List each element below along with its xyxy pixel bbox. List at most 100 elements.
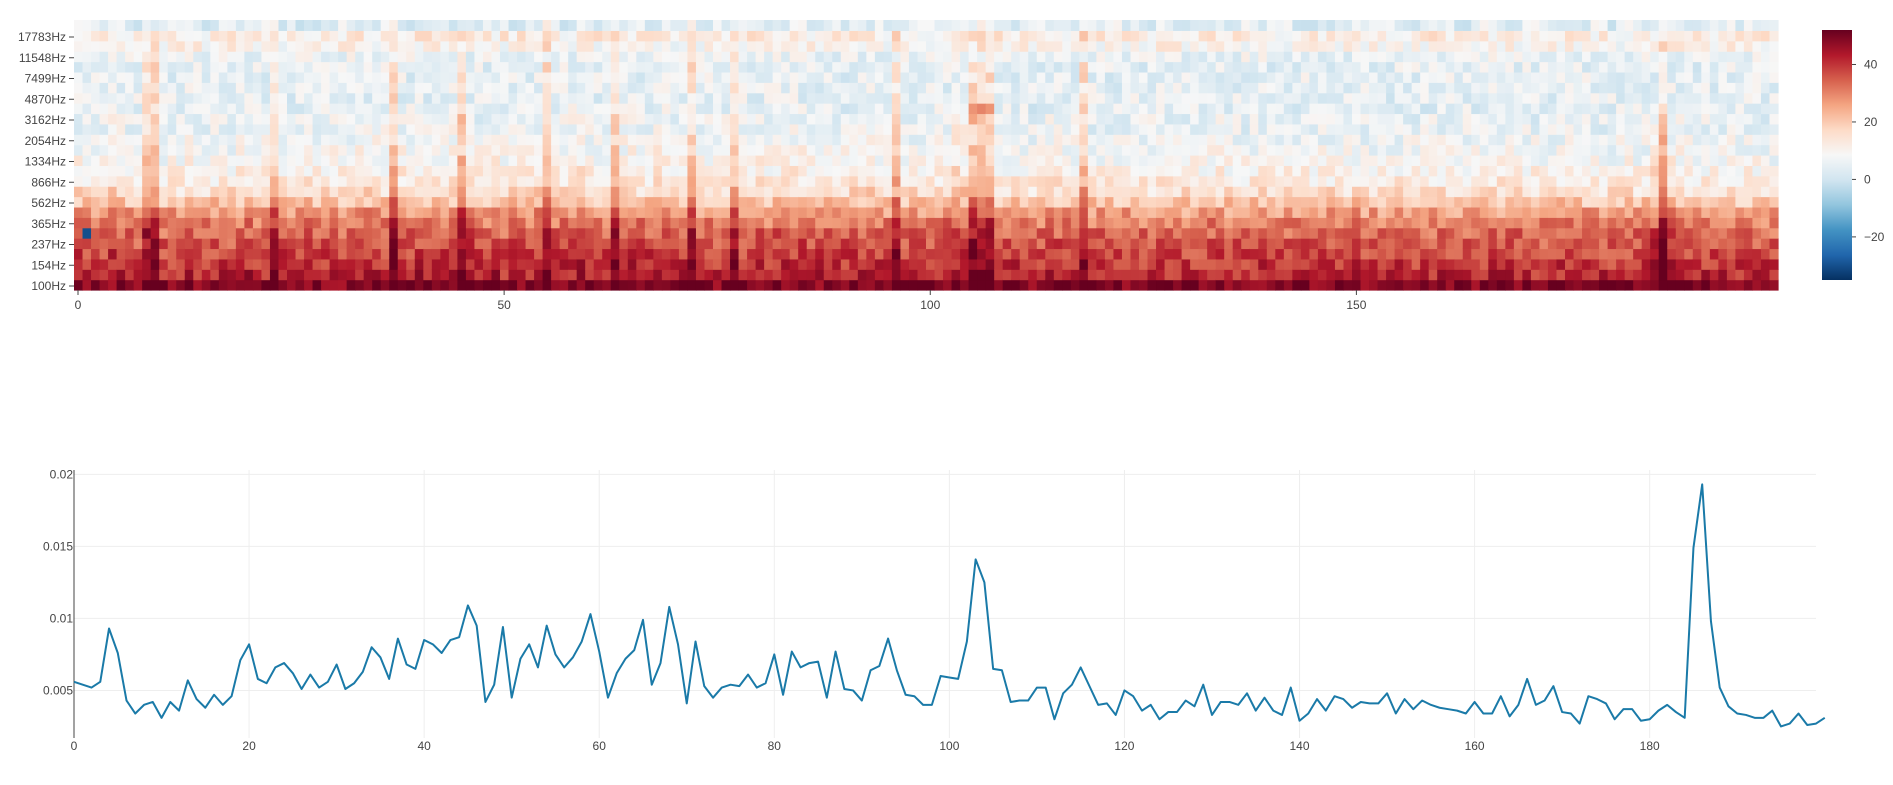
- heatmap-cell: [431, 186, 441, 198]
- heatmap-cell: [406, 258, 416, 270]
- heatmap-cell: [1215, 196, 1225, 208]
- heatmap-cell: [1300, 103, 1310, 115]
- heatmap-cell: [1113, 144, 1123, 156]
- heatmap-cell: [1599, 175, 1609, 187]
- heatmap-cell: [1556, 103, 1566, 115]
- heatmap-cell: [338, 217, 348, 229]
- heatmap-cell: [585, 51, 595, 63]
- heatmap-cell: [772, 92, 782, 104]
- heatmap-cell: [125, 206, 135, 218]
- heatmap-cell: [551, 20, 561, 31]
- heatmap-cell: [1420, 113, 1430, 125]
- heatmap-cell: [1121, 82, 1132, 94]
- heatmap-cell: [1462, 134, 1472, 146]
- heatmap-cell: [891, 196, 902, 208]
- heatmap-cell: [1650, 144, 1660, 156]
- heatmap-cell: [874, 186, 884, 198]
- heatmap-cell: [1607, 196, 1617, 208]
- heatmap-cell: [517, 238, 527, 250]
- heatmap-cell: [891, 279, 902, 291]
- heatmap-cell: [1377, 227, 1387, 239]
- heatmap-cell: [755, 123, 765, 135]
- heatmap-cell: [644, 258, 654, 270]
- heatmap-cell: [721, 82, 731, 94]
- heatmap-cell: [704, 269, 714, 281]
- heatmap-cell: [1573, 155, 1583, 166]
- heatmap-cell: [269, 82, 280, 94]
- heatmap-cell: [482, 30, 493, 42]
- heatmap-cell: [1334, 144, 1345, 156]
- heatmap-cell: [363, 186, 373, 198]
- heatmap-cell: [943, 248, 953, 260]
- heatmap-cell: [1590, 238, 1600, 250]
- heatmap-cell: [951, 238, 961, 250]
- heatmap-cell: [1420, 82, 1430, 94]
- heatmap-cell: [926, 20, 936, 31]
- heatmap-cell: [653, 258, 663, 270]
- heatmap-cell: [1113, 123, 1123, 135]
- heatmap-cell: [525, 175, 535, 187]
- heatmap-cell: [1326, 258, 1336, 270]
- heatmap-cell: [985, 82, 995, 94]
- heatmap-cell: [559, 175, 569, 187]
- heatmap-cell: [695, 175, 706, 187]
- heatmap-cell: [244, 238, 254, 250]
- heatmap-cell: [576, 123, 586, 135]
- heatmap-cell: [951, 175, 961, 187]
- heatmap-cell: [1411, 165, 1421, 177]
- heatmap-cell: [218, 155, 228, 166]
- heatmap-cell: [201, 196, 211, 208]
- heatmap-cell: [1334, 165, 1345, 177]
- heatmap-cell: [1403, 92, 1413, 104]
- heatmap-cell: [559, 227, 569, 239]
- heatmap-cell: [1462, 206, 1472, 218]
- spectrogram-heatmap[interactable]: 100Hz154Hz237Hz365Hz562Hz866Hz1334Hz2054…: [18, 20, 1779, 312]
- heatmap-cell: [687, 71, 697, 83]
- heatmap-cell: [1139, 30, 1149, 42]
- heatmap-cell: [440, 155, 450, 166]
- heatmap-cell: [568, 71, 578, 83]
- heatmap-cell: [559, 123, 569, 135]
- heatmap-cell: [721, 113, 731, 125]
- heatmap-cell: [1675, 248, 1685, 260]
- heatmap-cell: [218, 196, 228, 208]
- heatmap-cell: [704, 82, 714, 94]
- heatmap-cell: [1002, 175, 1012, 187]
- heatmap-cell: [1709, 279, 1719, 291]
- heatmap-cell: [91, 123, 101, 135]
- heatmap-cell: [184, 238, 194, 250]
- heatmap-cell: [1513, 269, 1523, 281]
- heatmap-cell: [1454, 144, 1464, 156]
- heatmap-cell: [866, 113, 876, 125]
- heatmap-cell: [1207, 123, 1217, 135]
- heatmap-cell: [82, 71, 92, 83]
- heatmap-cell: [74, 92, 84, 104]
- heatmap-cell: [1599, 279, 1609, 291]
- heatmap-cell: [1352, 269, 1362, 281]
- heatmap-cell: [1266, 30, 1276, 42]
- heatmap-cell: [1565, 134, 1575, 146]
- heatmap-cell: [730, 258, 740, 270]
- heatmap-cell: [295, 279, 305, 291]
- heatmap-cell: [1232, 82, 1242, 94]
- heatmap-cell: [917, 175, 927, 187]
- heatmap-cell: [159, 144, 169, 156]
- heatmap-cell: [951, 165, 961, 177]
- heatmap-cell: [74, 71, 84, 83]
- heatmap-cell: [1607, 92, 1617, 104]
- heatmap-cell: [133, 61, 143, 73]
- heatmap-cell: [1164, 248, 1174, 260]
- heatmap-cell: [235, 175, 245, 187]
- heatmap-cell: [1692, 206, 1702, 218]
- heatmap-cell: [1232, 71, 1242, 83]
- heatmap-cell: [1207, 113, 1217, 125]
- heatmap-cell: [1198, 30, 1208, 42]
- heatmap-cell: [227, 206, 237, 218]
- heatmap-cell: [1496, 30, 1506, 42]
- heatmap-cell: [142, 123, 152, 135]
- heatmap-cell: [534, 92, 544, 104]
- heatmap-cell: [1113, 134, 1123, 146]
- heatmap-cell: [610, 175, 620, 187]
- heatmap-cell: [1369, 144, 1379, 156]
- heatmap-cell: [1011, 113, 1021, 125]
